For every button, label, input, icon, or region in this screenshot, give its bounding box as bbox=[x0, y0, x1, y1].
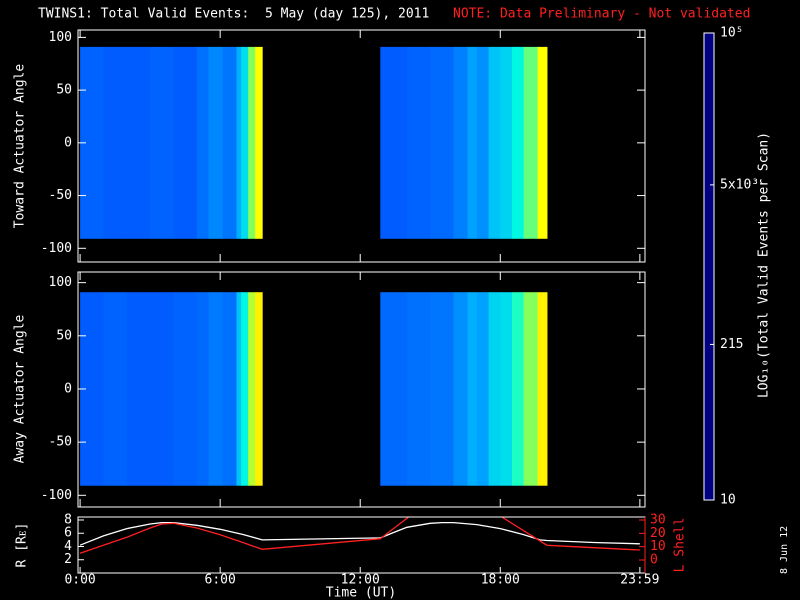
y-tick-label: 8 bbox=[64, 512, 72, 527]
heatmap-cell bbox=[453, 46, 469, 239]
y-axis-label: Away Actuator Angle bbox=[13, 314, 28, 463]
colorbar-tick-label: 10 bbox=[720, 493, 736, 508]
y2-axis-label: L Shell bbox=[673, 518, 688, 573]
heatmap-cell bbox=[241, 46, 249, 239]
plot-frame bbox=[77, 29, 646, 263]
heatmap-cell bbox=[255, 292, 263, 486]
y-axis-label: R [Rᴇ] bbox=[15, 523, 30, 568]
colorbar-label: LOG₁₀(Total Valid Events per Scan) bbox=[757, 132, 772, 398]
heatmap-cell bbox=[488, 46, 501, 239]
line-series bbox=[79, 517, 640, 554]
y-tick-label: -50 bbox=[49, 435, 72, 450]
heatmap-cell bbox=[150, 46, 174, 239]
heatmap-cell bbox=[476, 292, 490, 486]
title: TWINS1: Total Valid Events: 5 May (day 1… bbox=[38, 7, 429, 22]
y2-tick-label: 10 bbox=[650, 539, 666, 554]
heatmap-cell bbox=[430, 292, 455, 486]
heatmap-cell bbox=[380, 292, 408, 486]
heatmap-cell bbox=[241, 292, 249, 486]
x-tick-label: 12:00 bbox=[341, 573, 380, 588]
y-tick-label: -100 bbox=[41, 488, 72, 503]
heatmap-cell bbox=[248, 46, 256, 239]
heatmap-cell bbox=[103, 292, 128, 486]
heatmap-cell bbox=[196, 292, 209, 486]
colorbar-tick-label: 5x10³ bbox=[720, 177, 759, 192]
x-tick-label: 6:00 bbox=[205, 573, 236, 588]
heatmap-cell bbox=[476, 46, 490, 239]
y-tick-label: 0 bbox=[64, 135, 72, 150]
heatmap-cell bbox=[380, 46, 408, 239]
plot-frame bbox=[77, 516, 646, 574]
heatmap-cell bbox=[406, 46, 431, 239]
line-series bbox=[79, 521, 640, 546]
x-tick-label: 0:00 bbox=[64, 573, 95, 588]
y-tick-label: -100 bbox=[41, 241, 72, 256]
y-tick-label: 2 bbox=[64, 552, 72, 567]
y-axis-label: Toward Actuator Angle bbox=[13, 64, 28, 229]
heatmap-cell bbox=[173, 46, 198, 239]
heatmap-cell bbox=[236, 292, 242, 486]
heatmap-cell bbox=[511, 46, 525, 239]
heatmap-cell bbox=[500, 46, 513, 239]
heatmap-cell bbox=[453, 292, 469, 486]
y-tick-label: 50 bbox=[56, 328, 72, 343]
y-tick-label: -50 bbox=[49, 188, 72, 203]
heatmap-cell bbox=[430, 46, 455, 239]
heatmap-cell bbox=[208, 292, 223, 486]
note: NOTE: Data Preliminary - Not validated bbox=[453, 7, 750, 22]
x-tick-label: 18:00 bbox=[481, 573, 520, 588]
y2-tick-label: 30 bbox=[650, 513, 666, 528]
heatmap-cell bbox=[523, 46, 539, 239]
heatmap-cell bbox=[523, 292, 539, 486]
y-tick-label: 50 bbox=[56, 83, 72, 98]
heatmap-cell bbox=[150, 292, 174, 486]
heatmap-cell bbox=[173, 292, 198, 486]
heatmap-cell bbox=[467, 292, 478, 486]
y2-tick-label: 0 bbox=[650, 553, 658, 568]
heatmap-cell bbox=[126, 46, 151, 239]
heatmap-cell bbox=[222, 46, 237, 239]
heatmap-cell bbox=[467, 46, 478, 239]
date-stamp: 8 Jun 12 bbox=[779, 526, 790, 574]
plot-frame bbox=[77, 271, 646, 508]
heatmap-cell bbox=[248, 292, 256, 486]
y-tick-label: 4 bbox=[64, 539, 72, 554]
heatmap-cell bbox=[103, 46, 128, 239]
y2-tick-label: 20 bbox=[650, 526, 666, 541]
heatmap-cell bbox=[255, 46, 263, 239]
heatmap-cell bbox=[80, 292, 104, 486]
y-tick-label: 0 bbox=[64, 381, 72, 396]
colorbar-tick-label: 215 bbox=[720, 337, 743, 352]
heatmap-cell bbox=[488, 292, 501, 486]
colorbar bbox=[703, 32, 715, 501]
heatmap-cell bbox=[537, 46, 548, 239]
y-tick-label: 100 bbox=[49, 275, 72, 290]
heatmap-cell bbox=[208, 46, 223, 239]
heatmap-cell bbox=[80, 46, 104, 239]
heatmap-cell bbox=[126, 292, 151, 486]
y-tick-label: 6 bbox=[64, 526, 72, 541]
heatmap-cell bbox=[236, 46, 242, 239]
x-axis-label: Time (UT) bbox=[326, 586, 396, 600]
heatmap-cell bbox=[511, 292, 525, 486]
heatmap-cell bbox=[222, 292, 237, 486]
y-tick-label: 100 bbox=[49, 30, 72, 45]
heatmap-cell bbox=[500, 292, 513, 486]
heatmap-cell bbox=[406, 292, 431, 486]
heatmap-cell bbox=[196, 46, 209, 239]
colorbar-tick-label: 10⁵ bbox=[720, 26, 743, 41]
heatmap-cell bbox=[537, 292, 548, 486]
x-tick-label: 23:59 bbox=[620, 573, 659, 588]
